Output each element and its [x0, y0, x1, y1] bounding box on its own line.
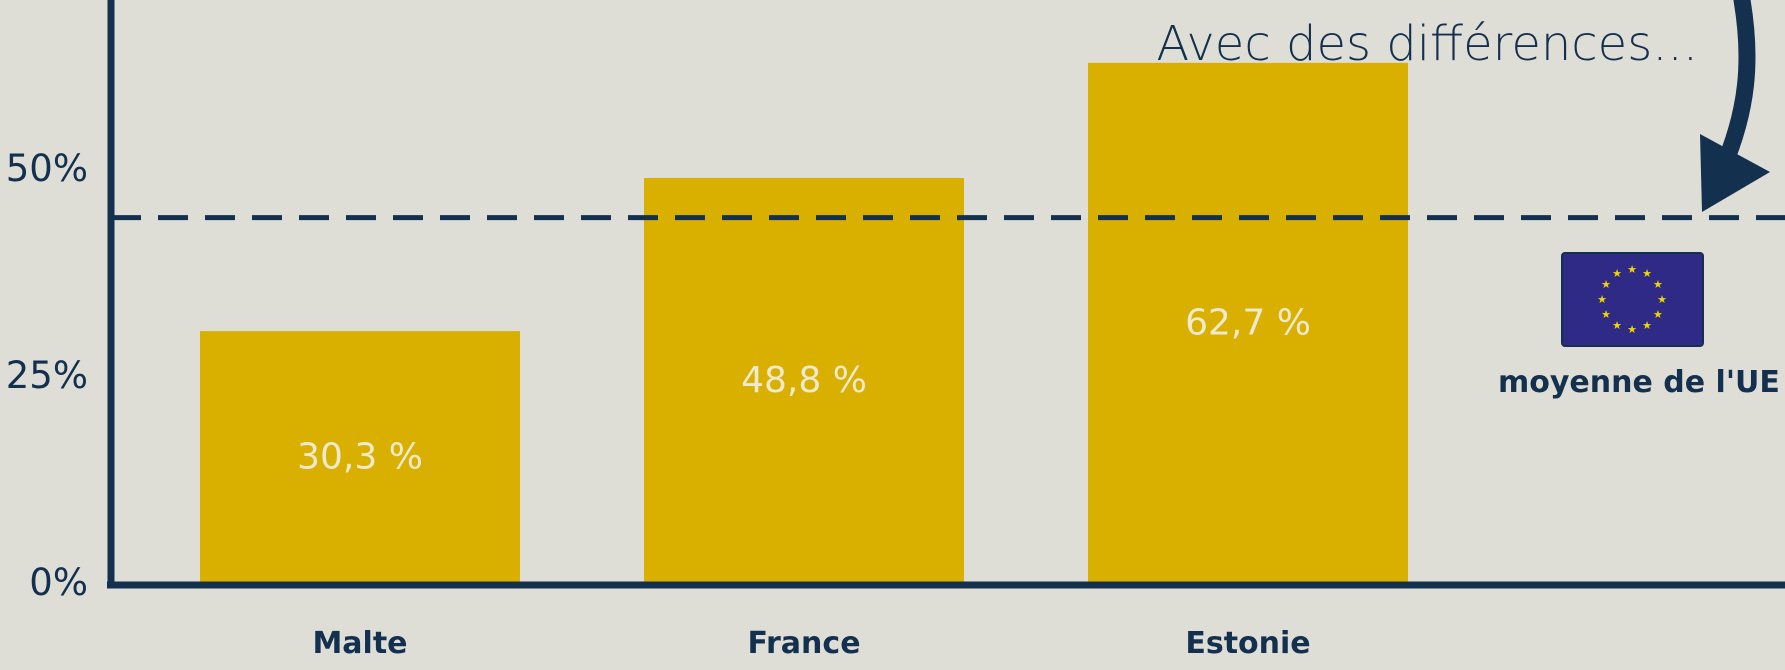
data-label: 62,7 % [1185, 302, 1311, 343]
bar-estonie [1088, 62, 1408, 583]
eu-star-icon: ★ [1601, 308, 1611, 321]
y-tick-labels: 0% 25% 50% [6, 147, 88, 604]
eu-star-icon: ★ [1642, 267, 1652, 280]
eu-star-icon: ★ [1597, 293, 1607, 306]
y-tick-label: 25% [6, 354, 88, 397]
bar-france [644, 177, 964, 582]
annotation-text: Avec des différences... [1156, 16, 1698, 72]
eu-star-icon: ★ [1612, 319, 1622, 332]
y-tick-label: 0% [29, 561, 88, 604]
eu-star-icon: ★ [1627, 263, 1637, 276]
eu-star-icon: ★ [1612, 267, 1622, 280]
eu-star-icon: ★ [1657, 293, 1667, 306]
eu-star-icon: ★ [1601, 278, 1611, 291]
eu-star-icon: ★ [1642, 319, 1652, 332]
category-label: Estonie [1185, 626, 1310, 661]
y-tick-label: 50% [6, 147, 88, 190]
eu-star-icon: ★ [1653, 278, 1663, 291]
eu-flag-icon: ★ ★★★★★★★★★★★ [1561, 252, 1704, 347]
category-label: France [747, 626, 860, 661]
data-labels: 30,3 % 48,8 % 62,7 % [297, 302, 1311, 477]
bar-malte [200, 331, 520, 582]
curved-arrow-icon [1700, 0, 1770, 212]
data-label: 30,3 % [297, 437, 423, 478]
category-label: Malte [312, 626, 407, 661]
category-labels: Malte France Estonie [312, 626, 1310, 661]
data-label: 48,8 % [741, 360, 867, 401]
eu-star-icon: ★ [1627, 323, 1637, 336]
eu-average-label: moyenne de l'UE [1498, 365, 1780, 400]
eu-star-icon: ★ [1653, 308, 1663, 321]
bars [200, 62, 1408, 583]
